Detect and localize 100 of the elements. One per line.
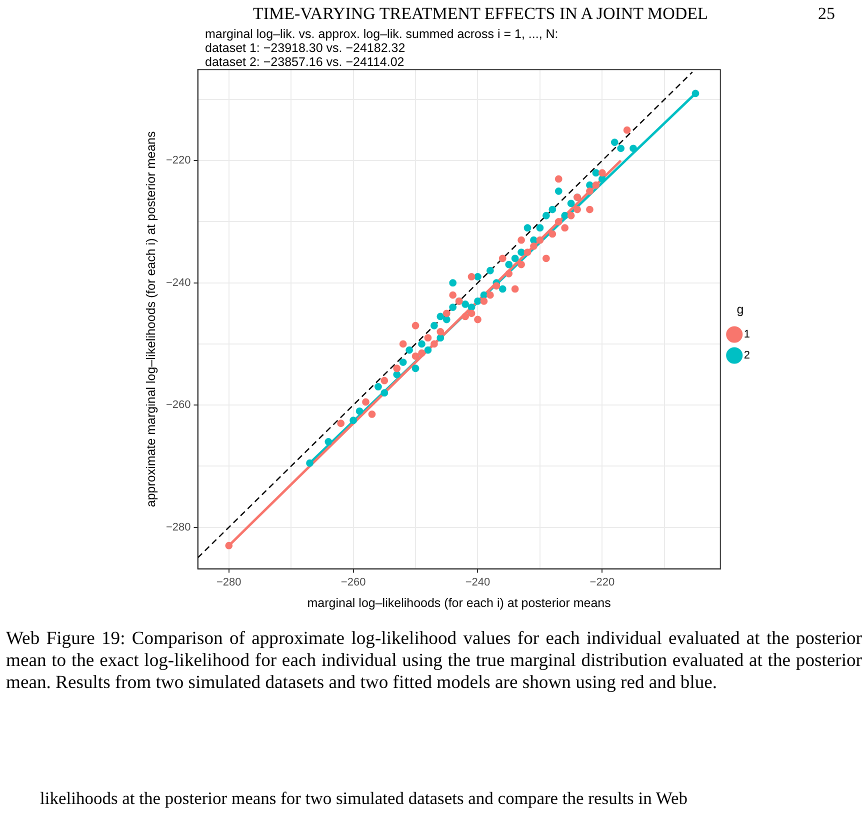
point: [567, 200, 575, 208]
text: 25: [818, 4, 835, 24]
point: [486, 266, 494, 274]
point: [554, 218, 562, 226]
x-tick-label: −260: [340, 576, 366, 588]
point: [548, 206, 556, 214]
point: [554, 175, 562, 183]
point: [511, 254, 519, 262]
x-tick-label: −280: [216, 576, 242, 588]
point: [518, 248, 525, 256]
point: [474, 273, 482, 280]
point: [548, 230, 556, 238]
text: likelihoods at the posterior means for two simulated datasets and compare the results in Web: [40, 788, 688, 809]
point: [418, 340, 426, 348]
point: [468, 310, 476, 318]
text: Web Figure 19: Comparison of approximate log-likelihood values for each individual evaluated at the posterior mean to the exact log-likelihood for each individual using the true marginal distribution evaluated at the posterior mean. Results from two simulated datasets and two fitted models are shown using red and blue.: [6, 628, 862, 694]
point: [492, 282, 500, 290]
point: [574, 206, 581, 214]
point: [524, 248, 532, 256]
point: [449, 279, 457, 287]
point: [530, 242, 538, 250]
point: [511, 285, 519, 293]
legend-title: g: [736, 302, 744, 317]
point: [542, 212, 550, 220]
point: [412, 352, 420, 360]
point: [399, 358, 407, 366]
point: [592, 169, 600, 177]
point: [337, 420, 345, 428]
point: [412, 364, 420, 372]
point: [436, 328, 444, 336]
point: [449, 291, 457, 299]
point: [393, 370, 401, 378]
point: [442, 316, 450, 324]
point: [424, 334, 432, 342]
point: [393, 364, 401, 372]
point: [436, 312, 444, 320]
x-axis-title: marginal log–likelihoods (for each i) at posterior means: [307, 596, 611, 610]
point: [380, 376, 388, 384]
point: [380, 389, 388, 397]
point: [468, 273, 476, 280]
point: [306, 459, 314, 467]
point: [505, 260, 513, 268]
point: [449, 304, 457, 311]
chart-subtitle: dataset 1: −23918.30 vs. −24182.32 dataset 2: −23857.16 vs. −24114.02: [205, 41, 406, 69]
point: [442, 310, 450, 318]
x-tick-label: −240: [465, 576, 490, 588]
point: [350, 416, 358, 424]
y-tick-label: −280: [166, 521, 191, 534]
point: [430, 340, 438, 348]
text: TIME-VARYING TREATMENT EFFECTS IN A JOINT MODEL: [253, 4, 708, 24]
x-tick-label: −220: [590, 576, 615, 588]
point: [524, 224, 532, 232]
point: [399, 340, 407, 348]
chart-title: marginal log–lik. vs. approx. log–lik. summed across i = 1, ..., N:: [205, 27, 558, 41]
point: [536, 236, 544, 244]
point: [554, 187, 562, 195]
point: [462, 312, 469, 320]
point: [586, 206, 594, 214]
y-tick-label: −260: [166, 399, 191, 412]
y-tick-label: −240: [166, 276, 191, 289]
point: [474, 316, 482, 324]
point: [430, 322, 438, 330]
point: [498, 254, 506, 262]
point: [418, 349, 426, 357]
point: [586, 187, 594, 195]
point: [356, 407, 364, 415]
y-axis-title: approximate marginal log–likelihoods (for each i) at posterior means: [144, 131, 158, 508]
point: [617, 144, 625, 152]
point: [424, 346, 432, 354]
point: [610, 138, 618, 146]
y-tick-label: −220: [166, 154, 191, 167]
point: [480, 297, 488, 305]
point: [486, 291, 494, 299]
point: [561, 224, 569, 232]
point: [630, 144, 637, 152]
point: [412, 322, 420, 330]
point: [368, 410, 376, 418]
legend-label: 1: [744, 328, 750, 341]
point: [324, 438, 332, 446]
point: [598, 169, 606, 177]
point: [567, 212, 575, 220]
point: [474, 297, 482, 305]
point: [536, 224, 544, 232]
point: [623, 126, 631, 134]
point: [462, 300, 469, 308]
point: [692, 90, 700, 98]
point: [406, 346, 414, 354]
point: [225, 542, 233, 550]
point: [592, 181, 600, 189]
legend-label: 2: [744, 350, 750, 362]
point: [598, 175, 606, 183]
point: [518, 236, 525, 244]
point: [468, 304, 476, 311]
point: [498, 285, 506, 293]
point: [374, 383, 382, 390]
point: [518, 260, 525, 268]
point: [436, 334, 444, 342]
point: [542, 254, 550, 262]
point: [505, 270, 513, 278]
point: [561, 212, 569, 220]
